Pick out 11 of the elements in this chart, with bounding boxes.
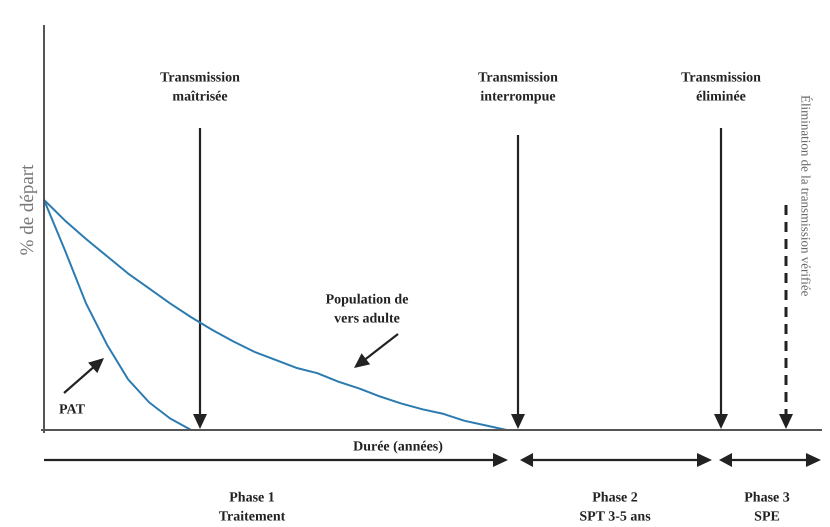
text: Transmission éliminée: [681, 70, 762, 105]
x-axis-title: Durée (années): [353, 440, 444, 455]
text: Phase 1 Traitement: [218, 490, 286, 525]
annotation: Population de vers adulte: [326, 292, 408, 327]
text: Transmission interrompue: [478, 70, 558, 105]
text: Transmission maîtrisée: [160, 70, 240, 105]
annotation: PAT: [59, 402, 86, 418]
text: Phase 3 SPE: [744, 490, 790, 525]
text: Phase 2 SPT 3-5 ans: [579, 490, 652, 525]
annotation: Élimination de la transmission vérifiée: [798, 95, 814, 297]
y-axis-title: % de départ: [16, 164, 38, 256]
